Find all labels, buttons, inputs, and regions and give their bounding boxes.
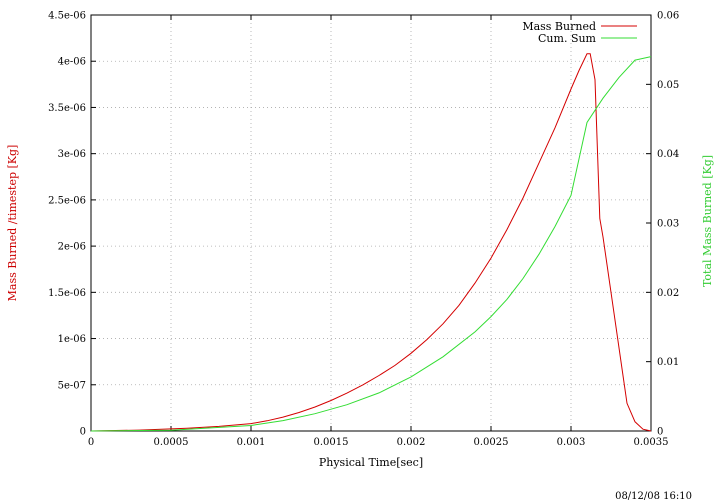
legend: Mass Burned Cum. Sum xyxy=(522,20,637,45)
x-tick-label: 0.0015 xyxy=(314,437,349,448)
left-tick-label: 4e-06 xyxy=(58,57,86,68)
legend-label-mass-burned: Mass Burned xyxy=(522,20,596,33)
left-tick-label: 1e-06 xyxy=(58,334,86,345)
right-tick-label: 0.02 xyxy=(657,288,679,299)
right-axis-ticks: 0 0.01 0.02 0.03 0.04 0.05 0.06 xyxy=(646,11,679,438)
series-line-cum-sum xyxy=(90,56,652,432)
left-tick-label: 2.5e-06 xyxy=(48,195,86,206)
timestamp: 08/12/08 16:10 xyxy=(615,491,692,502)
right-tick-label: 0.05 xyxy=(657,80,679,91)
left-axis-label: Mass Burned /timestep [Kg] xyxy=(6,145,19,302)
grid-lines xyxy=(91,15,651,431)
series-layer xyxy=(90,53,652,432)
left-tick-label: 4.5e-06 xyxy=(48,11,86,22)
x-tick-label: 0.0025 xyxy=(474,437,509,448)
x-tick-label: 0.0035 xyxy=(634,437,669,448)
legend-label-cum-sum: Cum. Sum xyxy=(538,32,597,45)
x-axis-ticks: 0 0.0005 0.001 0.0015 0.002 0.0025 0.003 0.0035 xyxy=(88,15,669,448)
x-tick-label: 0.003 xyxy=(557,437,586,448)
left-tick-label: 0 xyxy=(80,427,86,438)
left-tick-label: 3e-06 xyxy=(58,149,86,160)
x-tick-label: 0.002 xyxy=(397,437,426,448)
left-tick-label: 1.5e-06 xyxy=(48,288,86,299)
left-tick-label: 2e-06 xyxy=(58,242,86,253)
x-tick-label: 0 xyxy=(88,437,94,448)
series-line-mass-burned xyxy=(90,53,652,432)
right-tick-label: 0.01 xyxy=(657,357,679,368)
x-tick-label: 0.0005 xyxy=(154,437,189,448)
x-tick-label: 0.001 xyxy=(237,437,266,448)
left-tick-label: 5e-07 xyxy=(58,380,86,391)
left-axis-ticks: 0 5e-07 1e-06 1.5e-06 2e-06 2.5e-06 3e-06 3.5e-… xyxy=(48,11,96,438)
plot-frame xyxy=(90,14,652,432)
right-tick-label: 0.04 xyxy=(657,149,679,160)
right-tick-label: 0 xyxy=(657,427,663,438)
right-tick-label: 0.03 xyxy=(657,219,679,230)
left-tick-label: 3.5e-06 xyxy=(48,103,86,114)
right-axis-label: Total Mass Burned [Kg] xyxy=(701,155,714,287)
x-axis-label: Physical Time[sec] xyxy=(319,456,423,469)
right-tick-label: 0.06 xyxy=(657,11,679,22)
